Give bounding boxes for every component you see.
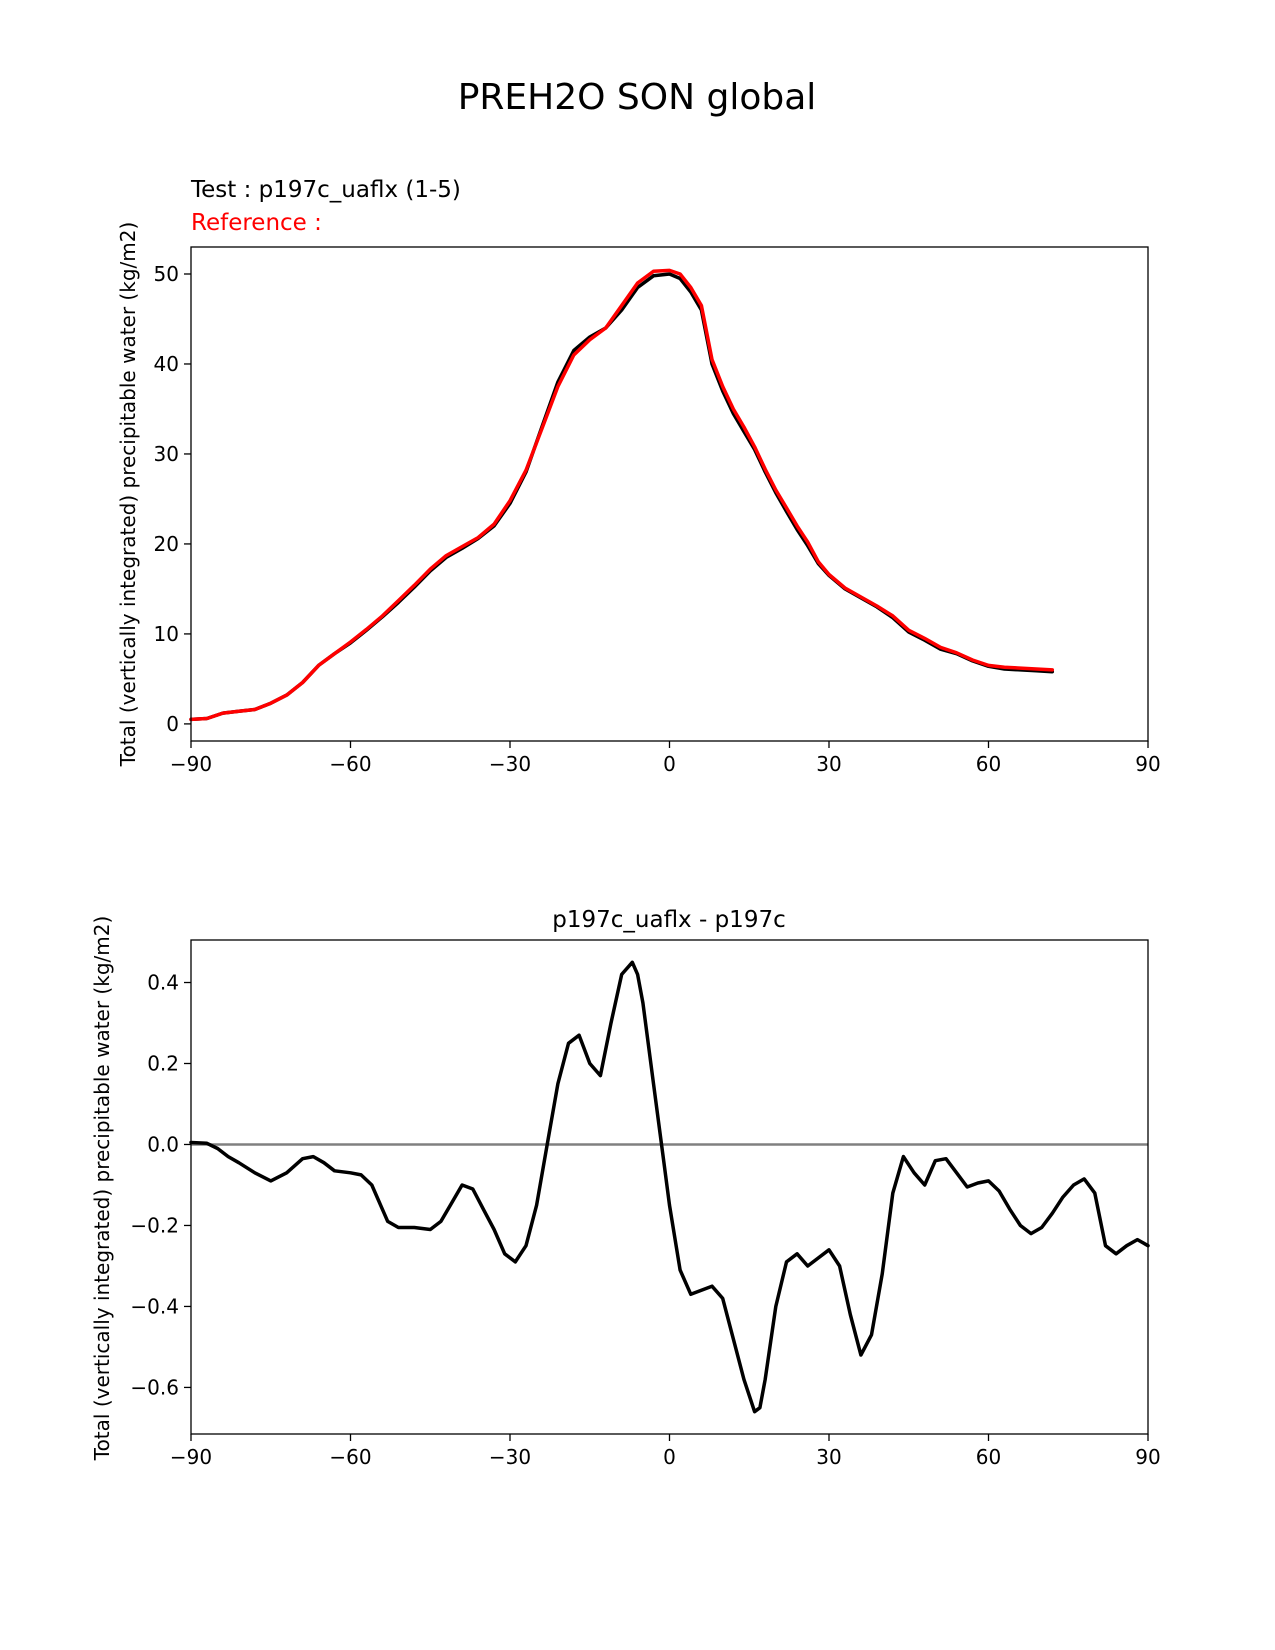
bottom-x-tick-label: −30 — [489, 1445, 531, 1469]
top-y-tick-label: 0 — [166, 712, 179, 736]
bottom-y-tick-label: 0.4 — [147, 971, 179, 995]
top-title-test: Test : p197c_uaflx (1-5) — [190, 177, 461, 203]
figure-title: PREH2O SON global — [458, 77, 817, 118]
top-title-reference: Reference : — [191, 210, 322, 236]
top-panel: Test : p197c_uaflx (1-5) Reference : Tot… — [116, 177, 1161, 776]
top-axis-ticks: −90 −60 −30 0 30 60 90 0 10 20 30 40 50 — [154, 262, 1161, 776]
bottom-y-tick-label: 0.0 — [147, 1132, 179, 1156]
bottom-x-tick-label: 30 — [816, 1445, 841, 1469]
top-x-tick-label: −90 — [170, 752, 212, 776]
top-x-tick-label: −30 — [489, 752, 531, 776]
top-y-tick-label: 40 — [154, 352, 179, 376]
bottom-x-tick-label: 90 — [1135, 1445, 1160, 1469]
bottom-x-tick-label: 60 — [976, 1445, 1001, 1469]
top-y-tick-label: 30 — [154, 442, 179, 466]
top-y-tick-label: 10 — [154, 622, 179, 646]
top-x-tick-label: 90 — [1135, 752, 1160, 776]
top-axes-frame — [190, 246, 1149, 742]
bottom-x-tick-label: 0 — [663, 1445, 676, 1469]
bottom-panel: p197c_uaflx - p197c Total (vertically in… — [90, 907, 1161, 1469]
bottom-y-axis-label: Total (vertically integrated) precipitab… — [90, 916, 114, 1462]
bottom-y-tick-label: −0.4 — [130, 1294, 179, 1318]
top-y-axis-label: Total (vertically integrated) precipitab… — [116, 222, 140, 768]
top-x-tick-label: −60 — [329, 752, 371, 776]
bottom-series-p197c-uaflx-p197c — [189, 960, 1150, 1414]
top-x-tick-label: 60 — [976, 752, 1001, 776]
bottom-y-tick-label: 0.2 — [147, 1052, 179, 1076]
top-y-tick-label: 20 — [154, 532, 179, 556]
bottom-y-tick-label: −0.2 — [130, 1213, 179, 1237]
top-series-reference — [189, 268, 1055, 722]
top-y-tick-label: 50 — [154, 262, 179, 286]
bottom-axes-frame — [190, 939, 1149, 1435]
top-x-tick-label: 30 — [816, 752, 841, 776]
bottom-axis-ticks: −90 −60 −30 0 30 60 90 −0.6 −0.4 −0.2 0.0 0.2 0.4 — [130, 971, 1160, 1469]
bottom-plot-marks — [189, 960, 1150, 1414]
top-plot-marks — [189, 268, 1055, 722]
bottom-x-tick-label: −60 — [329, 1445, 371, 1469]
bottom-y-tick-label: −0.6 — [130, 1375, 179, 1399]
bottom-title: p197c_uaflx - p197c — [552, 907, 785, 933]
bottom-x-tick-label: −90 — [170, 1445, 212, 1469]
top-x-tick-label: 0 — [663, 752, 676, 776]
